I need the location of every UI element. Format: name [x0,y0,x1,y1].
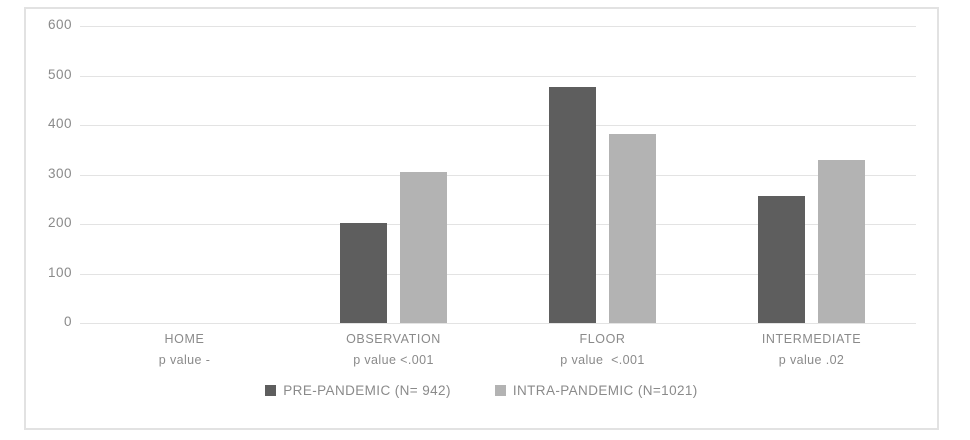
category-label: HOME p value - [80,332,289,367]
legend-item: PRE-PANDEMIC (N= 942) [265,383,451,398]
bar [758,195,805,323]
category-pvalue: p value - [158,353,211,367]
category-label: OBSERVATION p value <.001 [289,332,498,367]
legend-swatch [494,385,506,396]
x-axis-labels: HOME p value - OBSERVATION p value <.001 FLO… [80,332,916,367]
plot-area [80,26,916,324]
legend-item: INTRA-PANDEMIC (N=1021) [494,383,698,398]
y-tick-label: 200 [47,215,72,230]
legend: PRE-PANDEMIC (N= 942) INTRA-PANDEMIC (N=1… [26,383,937,398]
category-pvalue: p value <.001 [353,353,434,367]
gridline [80,26,916,27]
bar [549,87,596,323]
category-pvalue: p value .02 [778,353,845,367]
y-tick-label: 100 [47,264,72,280]
category-name: HOME [164,332,205,346]
bar-group [498,87,707,323]
bar [609,134,656,323]
gridline [80,224,916,225]
category-label: INTERMEDIATE p value .02 [707,332,916,367]
bar [340,222,387,323]
chart-frame: 0 100 200 300 400 500 600 HOME p value - OBSERVA… [24,7,939,430]
category-name: OBSERVATION [346,332,441,346]
category-pvalue: p value <.001 [560,353,645,367]
gridline [80,125,916,126]
bar-groups [80,26,916,323]
bar-group [289,171,498,323]
category-name: INTERMEDIATE [761,332,862,346]
y-tick-label: 300 [47,165,72,181]
legend-swatch [265,385,277,396]
y-tick-label: 500 [47,66,72,82]
gridline [80,174,916,176]
bar [818,160,865,323]
gridline [80,273,916,275]
gridline [80,75,916,77]
category-label: FLOOR p value <.001 [498,332,707,367]
bar-group [707,160,916,323]
bar [400,171,447,323]
legend-label: PRE-PANDEMIC (N= 942) [283,383,451,398]
y-tick-label: 400 [47,116,72,131]
gridline [80,323,916,324]
category-name: FLOOR [579,332,626,346]
legend-label: INTRA-PANDEMIC (N=1021) [512,383,698,398]
y-tick-label: 600 [47,17,72,32]
y-tick-label: 0 [63,314,72,329]
